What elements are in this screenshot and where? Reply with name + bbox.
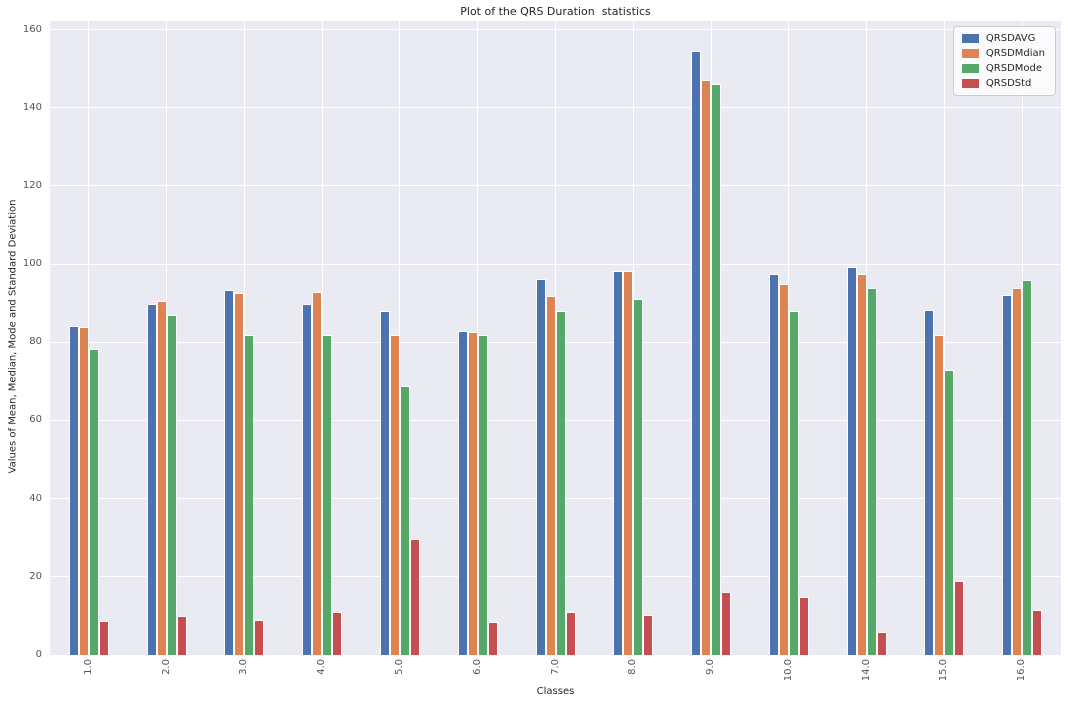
- bar-QRSDMode-1.0: [88, 348, 99, 655]
- y-tick-label-80: 80: [29, 336, 42, 348]
- bar-QRSDMdian-3.0: [234, 293, 245, 655]
- x-tick-label-1.0: 1.0: [82, 659, 94, 675]
- y-tick-label-140: 140: [22, 101, 42, 113]
- legend: QRSDAVG QRSDMdian QRSDMode QRSDStd: [952, 26, 1056, 96]
- bar-QRSDStd-8.0: [643, 614, 654, 655]
- legend-swatch-QRSDStd: [961, 79, 979, 88]
- bar-QRSDAVG-10.0: [768, 274, 779, 655]
- gridline-y-0: [50, 654, 1061, 656]
- bar-QRSDMode-4.0: [322, 335, 333, 655]
- plot-area: [50, 21, 1061, 656]
- legend-label-QRSDStd: QRSDStd: [985, 78, 1032, 89]
- x-tick-label-8.0: 8.0: [627, 659, 639, 675]
- bar-QRSDStd-5.0: [409, 539, 420, 655]
- bar-QRSDMdian-1.0: [78, 327, 89, 655]
- legend-row-QRSDAVG: QRSDAVG: [961, 33, 1045, 44]
- y-tick-label-60: 60: [29, 414, 42, 426]
- x-tick-label-7.0: 7.0: [549, 659, 561, 675]
- bar-QRSDMode-14.0: [866, 287, 877, 655]
- gridline-x-5.0: [399, 21, 401, 655]
- bar-QRSDMdian-16.0: [1012, 287, 1023, 655]
- x-tick-label-5.0: 5.0: [393, 659, 405, 675]
- bar-QRSDMode-10.0: [788, 311, 799, 655]
- bar-QRSDAVG-4.0: [302, 304, 313, 655]
- chart-title: Plot of the QRS Duration statistics: [460, 5, 651, 18]
- bar-QRSDAVG-1.0: [68, 325, 79, 655]
- bar-QRSDStd-14.0: [876, 632, 887, 655]
- bar-QRSDMdian-7.0: [545, 296, 556, 655]
- bar-QRSDMdian-10.0: [778, 284, 789, 655]
- y-tick-label-20: 20: [29, 570, 42, 582]
- x-tick-label-2.0: 2.0: [160, 659, 172, 675]
- bar-QRSDMdian-14.0: [856, 273, 867, 655]
- bar-QRSDMode-8.0: [633, 299, 644, 655]
- bar-QRSDMode-2.0: [166, 314, 177, 655]
- bar-QRSDMdian-15.0: [934, 335, 945, 655]
- bar-QRSDAVG-15.0: [924, 310, 935, 655]
- x-tick-label-16.0: 16.0: [1016, 659, 1028, 682]
- bar-QRSDMdian-5.0: [389, 335, 400, 655]
- x-tick-label-9.0: 9.0: [705, 659, 717, 675]
- bar-QRSDMdian-4.0: [312, 291, 323, 655]
- gridline-x-1.0: [88, 21, 90, 655]
- bar-QRSDStd-9.0: [721, 592, 732, 655]
- y-tick-label-160: 160: [22, 23, 42, 35]
- bar-QRSDMode-9.0: [711, 84, 722, 655]
- legend-label-QRSDMdian: QRSDMdian: [985, 48, 1045, 59]
- y-tick-label-40: 40: [29, 492, 42, 504]
- bar-QRSDMode-3.0: [244, 335, 255, 655]
- bar-QRSDAVG-9.0: [691, 51, 702, 655]
- bar-QRSDStd-15.0: [954, 581, 965, 655]
- legend-row-QRSDMode: QRSDMode: [961, 63, 1045, 74]
- x-tick-label-6.0: 6.0: [471, 659, 483, 675]
- bar-QRSDMode-5.0: [399, 386, 410, 655]
- x-axis-label: Classes: [536, 686, 575, 697]
- bar-QRSDStd-16.0: [1032, 609, 1043, 655]
- legend-swatch-QRSDMode: [961, 64, 979, 73]
- bar-QRSDMode-15.0: [944, 370, 955, 655]
- bar-QRSDStd-2.0: [176, 615, 187, 655]
- bar-QRSDAVG-3.0: [224, 290, 235, 655]
- x-tick-label-3.0: 3.0: [238, 659, 250, 675]
- bar-QRSDStd-3.0: [254, 620, 265, 655]
- x-tick-label-15.0: 15.0: [938, 659, 950, 682]
- bar-QRSDMdian-8.0: [623, 271, 634, 655]
- gridline-x-15.0: [943, 21, 945, 655]
- bar-QRSDMode-16.0: [1022, 279, 1033, 655]
- bar-QRSDMode-7.0: [555, 311, 566, 655]
- bar-QRSDStd-1.0: [98, 621, 109, 655]
- legend-swatch-QRSDAVG: [961, 34, 979, 43]
- bar-QRSDStd-7.0: [565, 612, 576, 655]
- bar-QRSDStd-6.0: [487, 622, 498, 655]
- y-axis-label: Values of Mean, Median, Mode and Standar…: [7, 199, 19, 474]
- legend-row-QRSDStd: QRSDStd: [961, 78, 1045, 89]
- x-tick-label-10.0: 10.0: [782, 659, 794, 682]
- y-tick-label-120: 120: [22, 179, 42, 191]
- bar-QRSDAVG-5.0: [379, 311, 390, 655]
- bar-QRSDMdian-6.0: [467, 331, 478, 655]
- legend-swatch-QRSDMdian: [961, 49, 979, 58]
- y-tick-label-0: 0: [35, 649, 42, 660]
- legend-label-QRSDAVG: QRSDAVG: [985, 33, 1036, 44]
- bar-QRSDAVG-16.0: [1002, 295, 1013, 655]
- bar-QRSDAVG-8.0: [613, 270, 624, 655]
- bar-QRSDMdian-2.0: [156, 300, 167, 655]
- bar-QRSDAVG-7.0: [535, 278, 546, 655]
- x-tick-label-14.0: 14.0: [860, 659, 872, 682]
- legend-row-QRSDMdian: QRSDMdian: [961, 48, 1045, 59]
- bar-QRSDAVG-6.0: [457, 330, 468, 655]
- bar-QRSDMode-6.0: [477, 335, 488, 655]
- bar-QRSDStd-4.0: [332, 612, 343, 655]
- x-tick-label-4.0: 4.0: [316, 659, 328, 675]
- y-tick-label-100: 100: [22, 258, 42, 270]
- bar-QRSDAVG-14.0: [846, 267, 857, 655]
- bar-QRSDStd-10.0: [798, 597, 809, 655]
- legend-label-QRSDMode: QRSDMode: [985, 63, 1043, 74]
- bar-QRSDAVG-2.0: [146, 304, 157, 655]
- bar-QRSDMdian-9.0: [701, 80, 712, 655]
